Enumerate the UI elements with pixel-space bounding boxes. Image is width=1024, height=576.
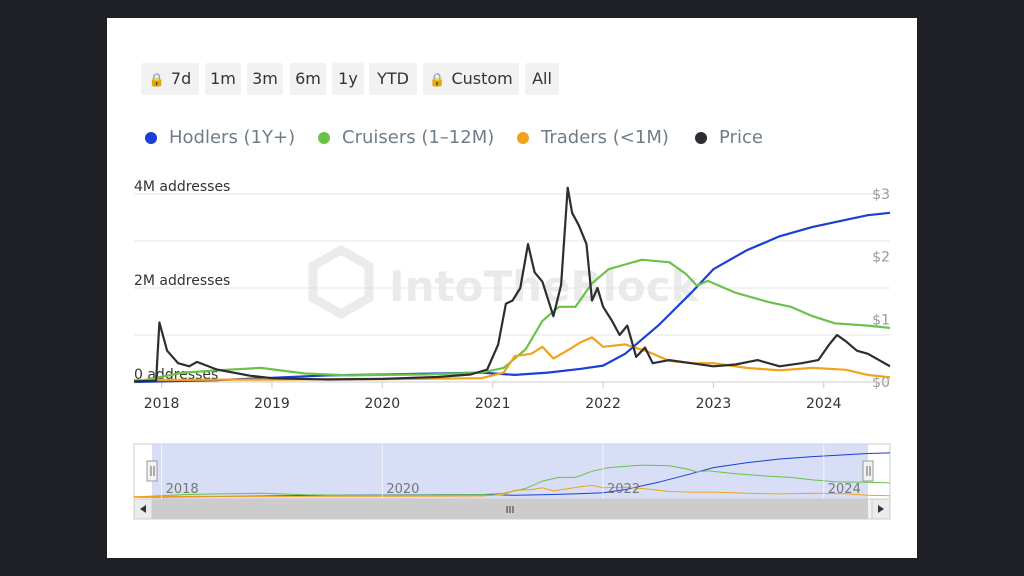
legend-item-price[interactable]: Price [695,124,763,152]
legend-item-traders[interactable]: Traders (<1M) [517,124,669,152]
legend-item-hodlers[interactable]: Hodlers (1Y+) [145,124,295,152]
legend-item-cruisers[interactable]: Cruisers (1–12M) [318,124,494,152]
range-custom-button[interactable]: 🔒 Custom [423,63,519,95]
range-ytd-button[interactable]: YTD [369,63,417,95]
range-all-button[interactable]: All [525,63,559,95]
x-tick-label: 2023 [696,396,732,412]
navigator-labels: 2018 2020 2022 2024 [161,444,861,499]
navigator-line [133,484,891,497]
navigator-tick-label: 2020 [386,482,419,497]
range-7d-button[interactable]: 🔒 7d [141,63,199,95]
scrollbar-grip-icon: III [506,505,515,516]
range-6m-label: 6m [295,69,321,88]
legend-dot-icon [318,132,330,144]
series-line-cruisers [133,258,891,384]
range-3m-label: 3m [252,69,278,88]
x-tick-label: 2021 [475,396,511,412]
legend-dot-icon [695,132,707,144]
range-7d-label: 7d [170,69,192,88]
legend-label: Price [719,127,763,148]
x-tick-label: 2019 [254,396,290,412]
navigator-tick-label: 2024 [828,482,861,497]
series-line-price [133,186,891,383]
range-1m-label: 1m [210,69,236,88]
lock-icon: 🔒 [148,73,165,88]
navigator-left-handle[interactable] [146,460,158,482]
legend-dot-icon [517,132,529,144]
y-tick-right: $0 [872,375,890,391]
y-tick-right: $1 [872,312,890,328]
range-1y-button[interactable]: 1y [332,63,364,95]
legend-label: Hodlers (1Y+) [169,127,296,148]
plot-area [133,186,891,384]
range-1m-button[interactable]: 1m [205,63,241,95]
x-axis: 2018 2019 2020 2021 2022 2023 2024 [134,381,890,412]
arrow-right-icon [878,505,884,513]
range-all-label: All [532,69,552,88]
range-1y-label: 1y [338,69,358,88]
x-tick-label: 2018 [144,396,180,412]
range-6m-button[interactable]: 6m [290,63,326,95]
y-tick-left: 4M addresses [134,179,230,195]
legend-label: Traders (<1M) [541,127,669,148]
y-axis-right: $0 $1 $2 $3 [872,187,890,391]
y-tick-right: $3 [872,187,890,203]
navigator[interactable]: 2018 2020 2022 2024 [133,443,891,500]
legend-label: Cruisers (1–12M) [342,127,495,148]
y-tick-right: $2 [872,250,890,266]
arrow-left-icon [140,505,146,513]
x-tick-label: 2022 [585,396,621,412]
navigator-selection[interactable] [152,444,868,499]
x-tick-label: 2024 [806,396,842,412]
legend-dot-icon [145,132,157,144]
navigator-line [133,464,891,498]
scrollbar-thumb[interactable] [152,499,868,519]
range-3m-button[interactable]: 3m [247,63,283,95]
lock-icon: 🔒 [429,73,446,88]
x-tick-label: 2020 [365,396,401,412]
navigator-right-handle[interactable] [862,460,874,482]
y-tick-left: 2M addresses [134,273,230,289]
navigator-tick-label: 2022 [607,482,640,497]
scrollbar[interactable]: III [133,498,891,520]
navigator-tick-label: 2018 [166,482,199,497]
range-custom-label: Custom [451,69,513,88]
grid [134,193,890,383]
range-ytd-label: YTD [377,69,409,88]
chart-card: 🔒 7d 1m 3m 6m 1y YTD 🔒 Custom All Hodlers … [107,18,917,558]
